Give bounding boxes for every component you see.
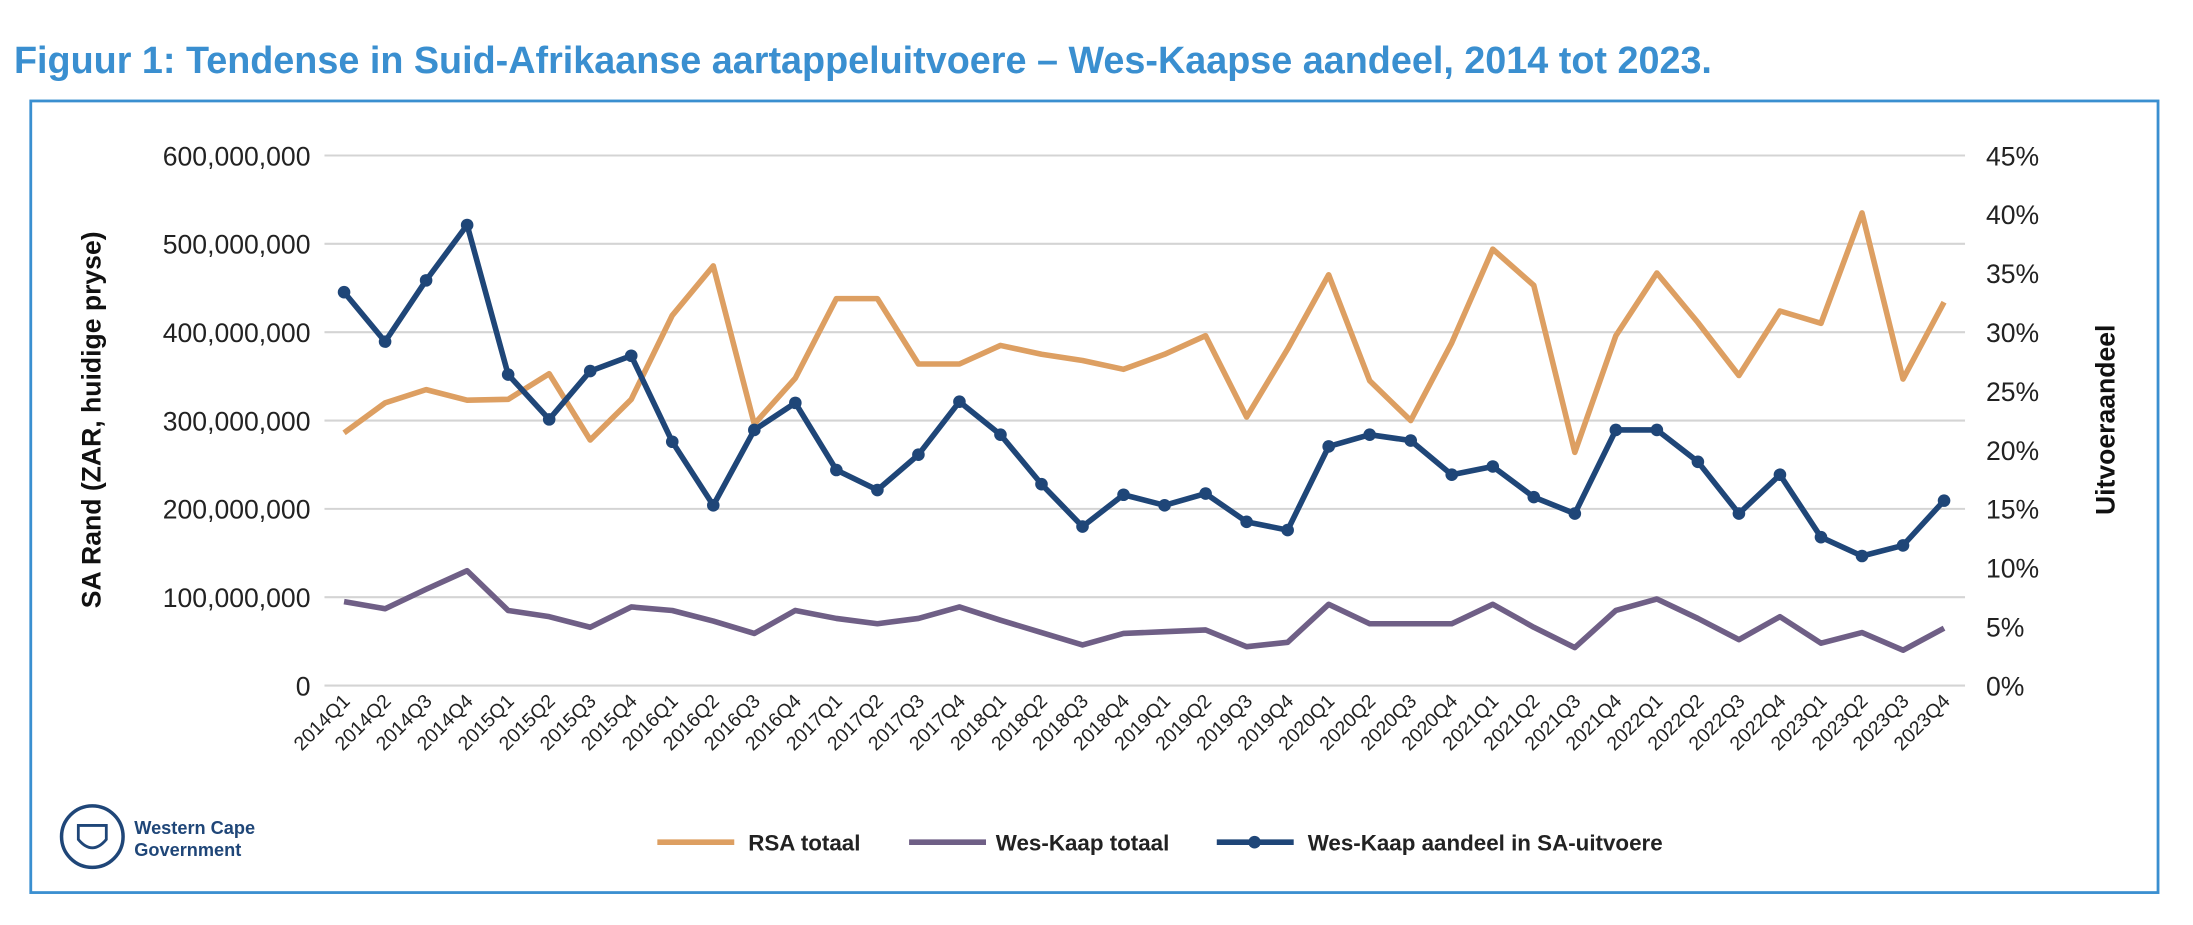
legend: RSA totaal Wes-Kaap totaal Wes-Kaap aandee… — [657, 831, 1663, 856]
legend-marker — [1248, 835, 1261, 849]
y-tick-label: 400,000,000 — [163, 318, 311, 348]
right-axis-title: Uitvoeraandeel — [2091, 325, 2121, 515]
y-tick-label: 600,000,000 — [163, 141, 311, 171]
wes-kaap-totaal-line — [343, 567, 1946, 654]
x-axis-ticks: 2014Q12014Q22014Q32014Q42015Q12015Q22015… — [290, 690, 1955, 755]
data-point — [1527, 490, 1541, 504]
data-point — [953, 395, 966, 408]
data-point — [460, 218, 474, 232]
logo-text-line1: Western Cape — [134, 818, 255, 838]
data-point — [789, 396, 802, 410]
y2-tick-label: 0% — [1986, 671, 2024, 701]
data-point — [1199, 487, 1212, 500]
y-tick-label: 500,000,000 — [163, 230, 311, 260]
wes-kaap-aandeel-line — [341, 222, 1947, 559]
legend-label: RSA totaal — [748, 831, 860, 856]
data-point — [1281, 523, 1294, 537]
data-point — [1609, 423, 1623, 437]
y2-tick-label: 30% — [1986, 318, 2039, 348]
y-tick-label: 0 — [296, 671, 311, 701]
data-point — [748, 423, 761, 437]
y2-tick-label: 25% — [1986, 377, 2039, 407]
legend-label: Wes-Kaap aandeel in SA-uitvoere — [1308, 831, 1663, 856]
gridlines — [324, 154, 1966, 687]
right-axis-ticks: 0% 5% 10% 15% 20% 25% 30% 35% 40% 45% — [1986, 141, 2039, 701]
data-point — [1076, 520, 1089, 533]
data-point — [1158, 499, 1171, 512]
y2-tick-label: 20% — [1986, 436, 2039, 466]
data-point — [1773, 468, 1787, 482]
data-point — [1322, 440, 1335, 453]
data-point — [1855, 549, 1869, 563]
data-point — [994, 428, 1007, 441]
data-point — [830, 463, 843, 477]
data-point — [1117, 488, 1130, 502]
data-point — [1650, 423, 1664, 437]
data-point — [871, 483, 884, 497]
y2-tick-label: 10% — [1986, 554, 2039, 584]
coat-of-arms-icon — [59, 804, 125, 870]
data-point — [1445, 468, 1459, 482]
data-point — [1363, 428, 1376, 441]
data-point — [583, 364, 597, 378]
data-point — [1404, 434, 1418, 447]
y-tick-label: 200,000,000 — [163, 495, 311, 525]
y-tick-label: 300,000,000 — [163, 406, 311, 436]
logo-text-line2: Government — [134, 840, 241, 860]
left-axis-title: SA Rand (ZAR, huidige pryse) — [77, 231, 107, 608]
data-point — [1240, 515, 1253, 529]
data-point — [542, 413, 556, 426]
data-point — [1691, 455, 1705, 469]
data-point — [419, 274, 433, 287]
data-point — [706, 499, 720, 512]
y-tick-label: 100,000,000 — [163, 583, 311, 613]
data-point — [337, 285, 351, 299]
chart-frame — [29, 99, 2160, 894]
data-point — [624, 349, 638, 363]
data-point — [1568, 507, 1582, 520]
y2-tick-label: 35% — [1986, 259, 2039, 289]
data-point — [501, 368, 515, 381]
data-point — [1732, 507, 1746, 520]
data-point — [1035, 477, 1048, 491]
rsa-totaal-line — [342, 210, 1947, 456]
y2-tick-label: 40% — [1986, 200, 2039, 230]
western-cape-logo: Western Cape Government — [59, 804, 255, 870]
y2-tick-label: 45% — [1986, 141, 2039, 171]
data-point — [1486, 460, 1500, 473]
data-point — [1896, 539, 1910, 552]
figure-title: Figuur 1: Tendense in Suid-Afrikaanse aa… — [14, 40, 1712, 82]
left-axis-ticks: 0 100,000,000 200,000,000 300,000,000 400,00… — [163, 141, 311, 701]
legend-label: Wes-Kaap totaal — [996, 831, 1170, 856]
y2-tick-label: 15% — [1986, 495, 2039, 525]
data-point — [378, 335, 392, 348]
series-layer — [337, 210, 1951, 654]
data-point — [1814, 530, 1828, 544]
data-point — [665, 435, 679, 449]
data-point — [912, 448, 925, 461]
data-point — [1937, 494, 1951, 507]
y2-tick-label: 5% — [1986, 612, 2024, 642]
